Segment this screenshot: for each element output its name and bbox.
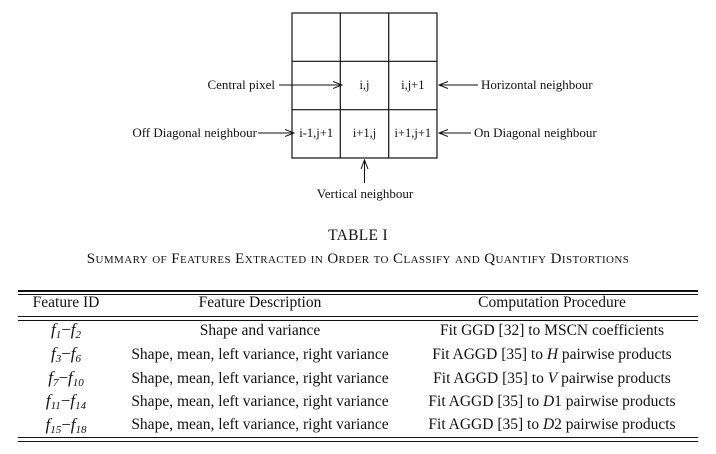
computation-procedure-cell: Fit GGD [32] to MSCN coefficients [439,322,665,339]
horizontal-neighbour-label: Horizontal neighbour [481,77,593,92]
cell-vertical: i+1,j [353,126,376,140]
vertical-neighbour-label: Vertical neighbour [317,186,414,201]
feature-id-cell: f15−f18 [45,415,87,436]
table-header-rule [18,316,698,318]
off-diagonal-neighbour-label: Off Diagonal neighbour [132,125,257,140]
feature-description-cell: Shape, mean, left variance, right varian… [131,370,389,387]
pixel-grid [291,12,438,159]
cell-center: i,j [359,78,369,92]
computation-procedure-cell: Fit AGGD [35] to D1 pairwise products [428,393,676,410]
table-header-rule [18,319,698,321]
feature-id-cell: f1−f2 [50,320,82,341]
table-top-rule [18,290,698,292]
neighbourhood-diagram: i,j i,j+1 i-1,j+1 i+1,j i+1,j+1 Central … [132,12,597,201]
table-number: TABLE I [328,227,388,244]
table-bottom-rule [18,440,698,442]
cell-horizontal: i,j+1 [401,78,424,92]
on-diagonal-neighbour-label: On Diagonal neighbour [474,125,597,140]
cell-off-diagonal: i-1,j+1 [299,126,333,140]
computation-procedure-cell: Fit AGGD [35] to V pairwise products [433,370,671,387]
feature-description-cell: Shape, mean, left variance, right varian… [131,416,389,433]
header-computation-procedure: Computation Procedure [478,294,626,311]
feature-id-cell: f11−f14 [45,391,87,412]
table-top-rule [18,293,698,295]
table-caption: Summary of Features Extracted in Order t… [86,251,630,267]
header-feature-description: Feature Description [198,294,322,311]
computation-procedure-cell: Fit AGGD [35] to H pairwise products [432,346,672,363]
computation-procedure-cell: Fit AGGD [35] to D2 pairwise products [428,416,676,433]
cell-on-diagonal: i+1,j+1 [394,126,431,140]
feature-id-cell: f3−f6 [50,344,82,365]
feature-description-cell: Shape and variance [199,322,321,339]
header-feature-id: Feature ID [32,294,100,311]
table-bottom-rule [18,437,698,439]
feature-description-cell: Shape, mean, left variance, right varian… [131,393,389,410]
feature-id-cell: f7−f10 [48,368,84,389]
feature-description-cell: Shape, mean, left variance, right varian… [131,346,389,363]
central-pixel-label: Central pixel [207,77,275,92]
